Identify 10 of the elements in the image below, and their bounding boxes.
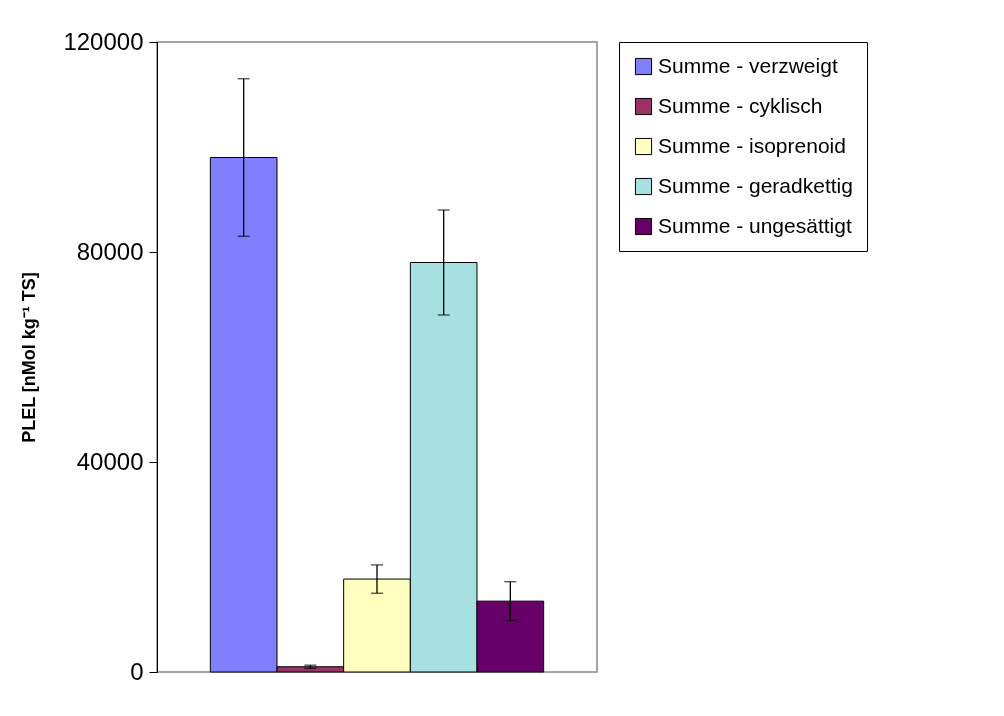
legend-label: Summe - cyklisch: [658, 93, 823, 117]
legend-label: Summe - ungesättigt: [658, 213, 852, 237]
legend-label: Summe - isoprenoid: [658, 133, 846, 157]
y-tick-label: 80000: [76, 237, 144, 265]
y-tick-label: 0: [130, 657, 144, 685]
legend-label: Summe - verzweigt: [658, 53, 838, 77]
y-axis-title: PLEL [nMol kg⁻¹ TS]: [19, 272, 40, 443]
y-tick-label: 40000: [76, 447, 144, 475]
legend-label: Summe - geradkettig: [658, 173, 853, 197]
y-tick-label: 120000: [63, 27, 144, 55]
